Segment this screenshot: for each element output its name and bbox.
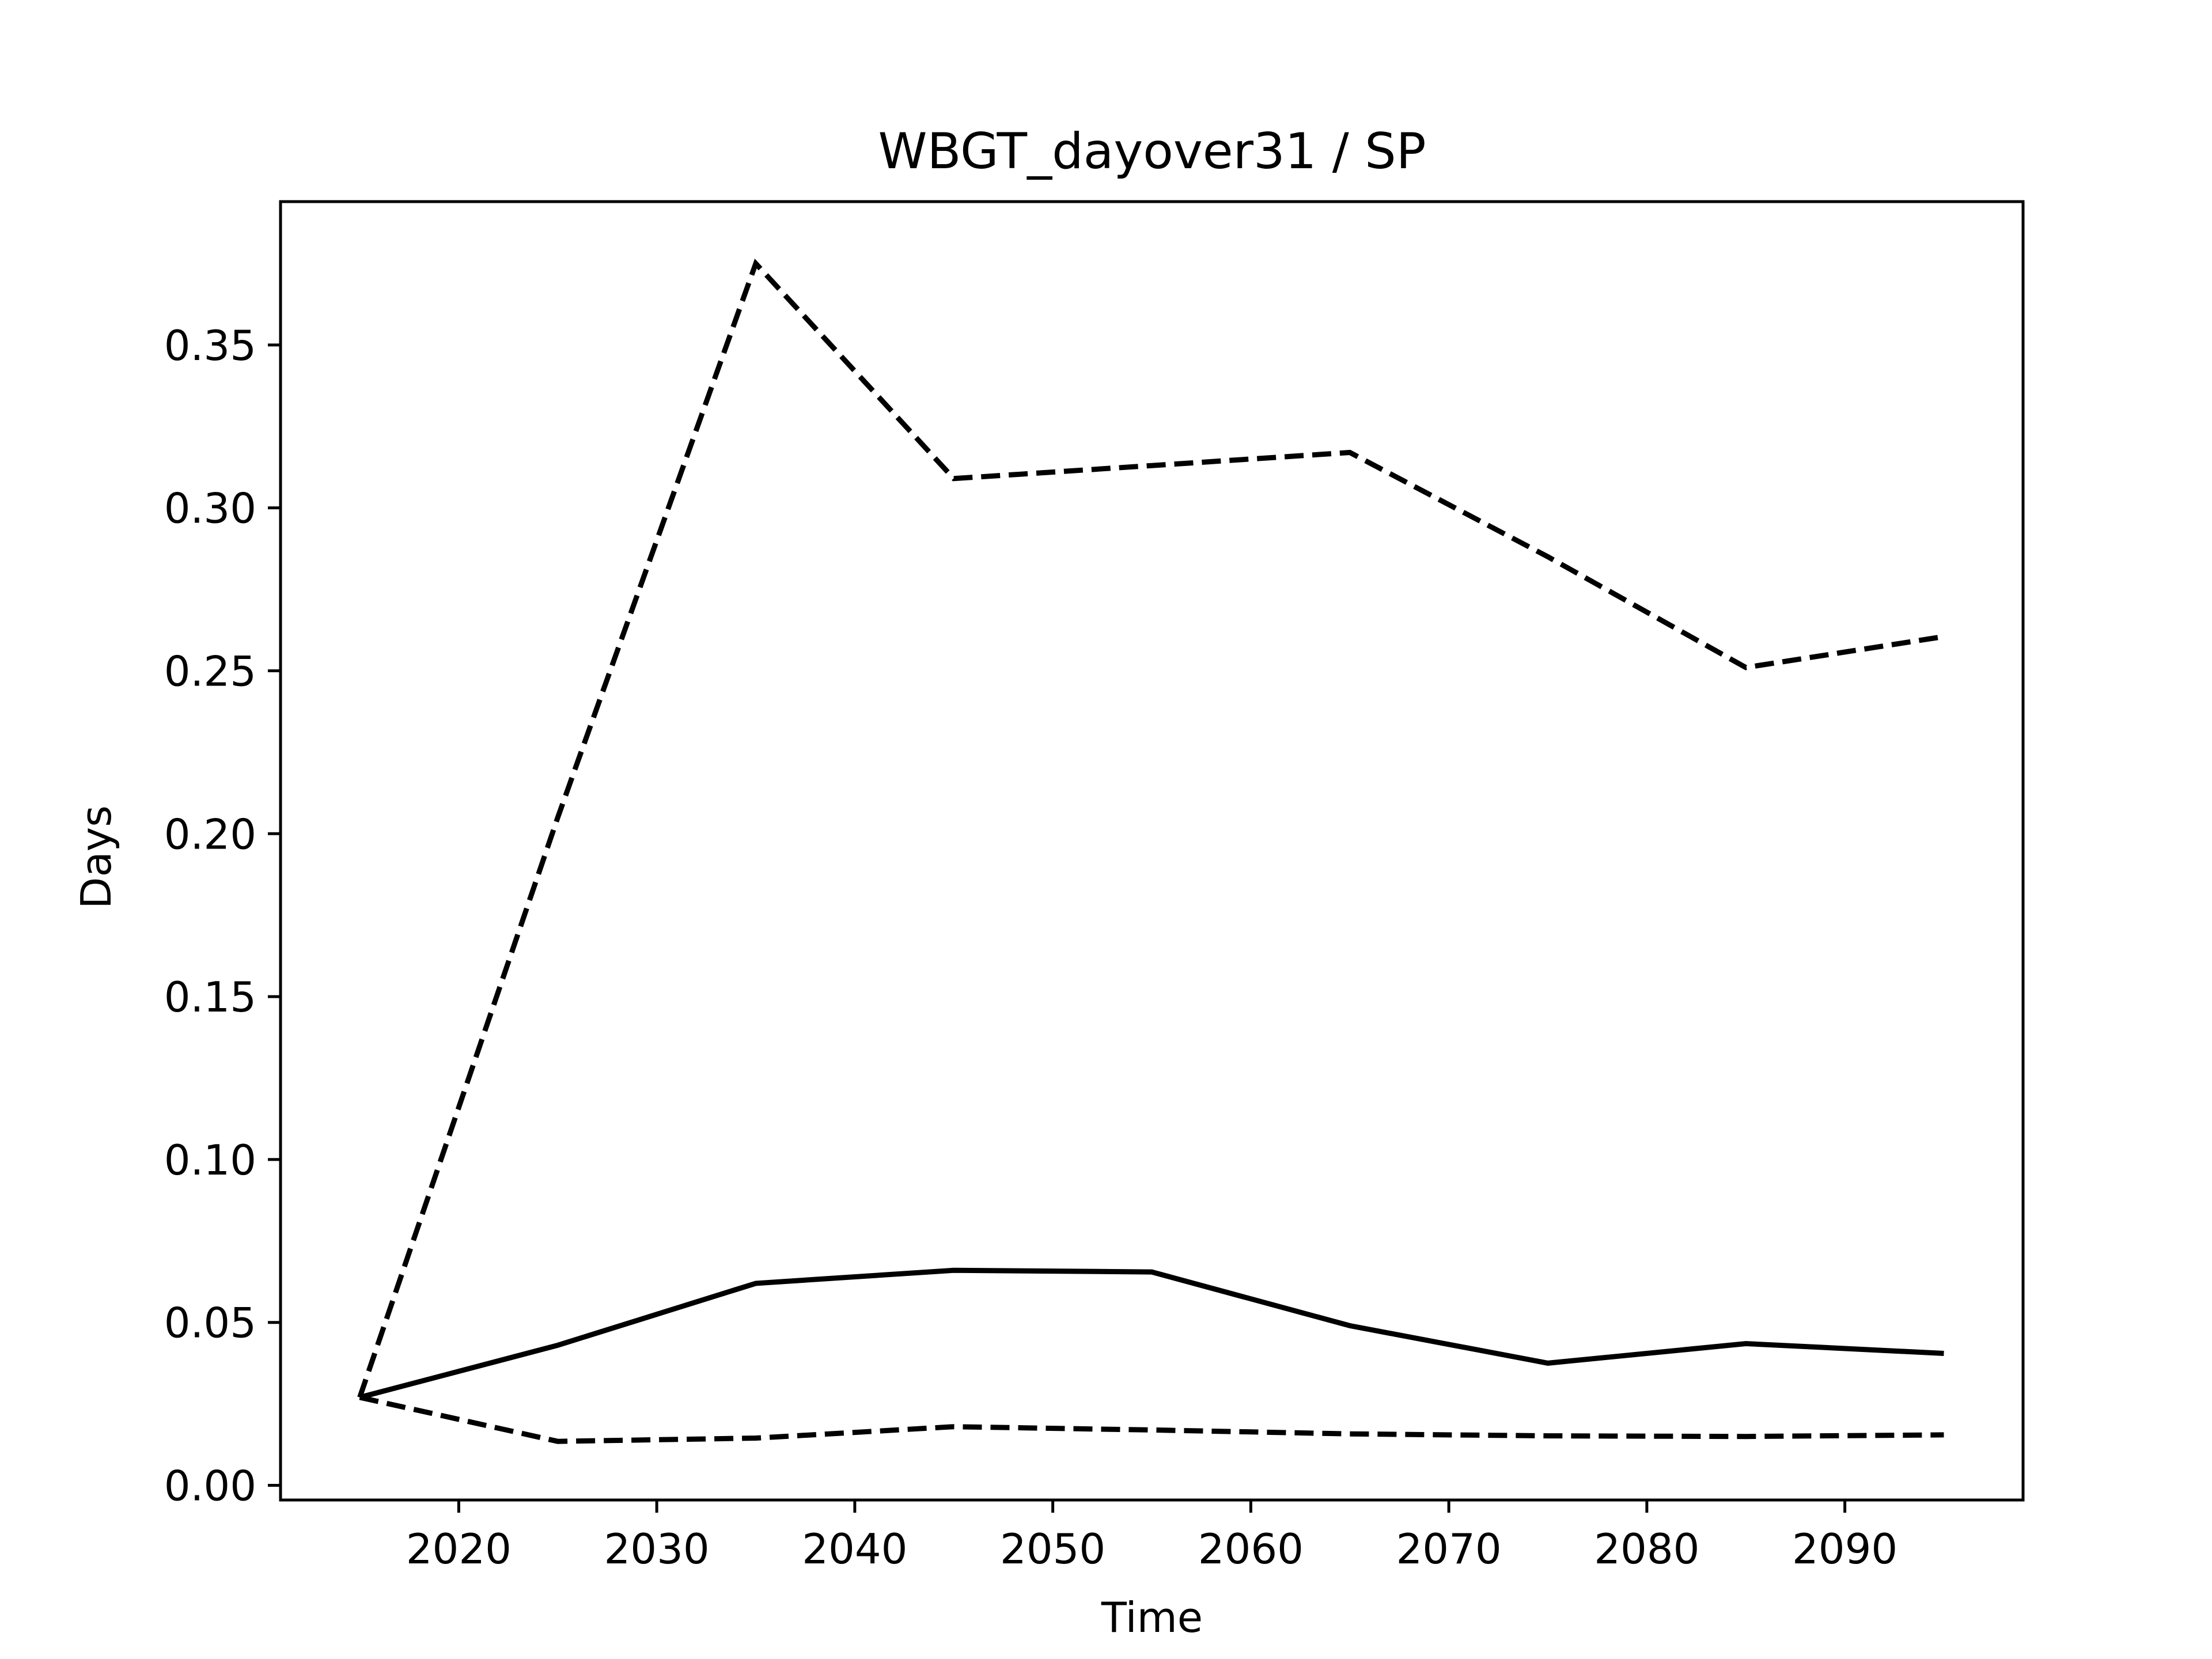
series-layer [357,258,1945,1444]
plot-area-frame [279,200,2025,1502]
y-tick-label: 0.20 [164,810,256,858]
y-tick-label: 0.15 [164,973,256,1021]
x-tick-label: 2040 [802,1525,907,1573]
chart-title: WBGT_dayover31 / SP [878,123,1426,180]
x-tick-label: 2020 [406,1525,512,1573]
y-axis-label: Days [72,805,120,909]
series-line-1 [359,1267,1944,1400]
y-tick-label: 0.10 [164,1136,256,1184]
y-axis-ticks: 0.00 0.05 0.10 0.15 0.20 0.25 0.30 0.35 [164,321,281,1510]
x-axis-label: Time [1101,1593,1203,1642]
x-tick-label: 2090 [1792,1525,1897,1573]
y-tick-label: 0.35 [164,321,256,370]
x-axis-ticks: 2020 2030 2040 2050 2060 2070 2080 2090 [406,1500,1897,1573]
x-tick-label: 2070 [1396,1525,1502,1573]
x-tick-label: 2030 [604,1525,710,1573]
series-line-2 [357,258,1945,1399]
y-tick-label: 0.25 [164,647,256,695]
y-tick-label: 0.30 [164,484,256,533]
y-tick-label: 0.00 [164,1462,256,1510]
x-tick-label: 2060 [1198,1525,1304,1573]
x-tick-label: 2080 [1594,1525,1699,1573]
x-tick-label: 2050 [1000,1525,1105,1573]
y-tick-label: 0.05 [164,1299,256,1347]
